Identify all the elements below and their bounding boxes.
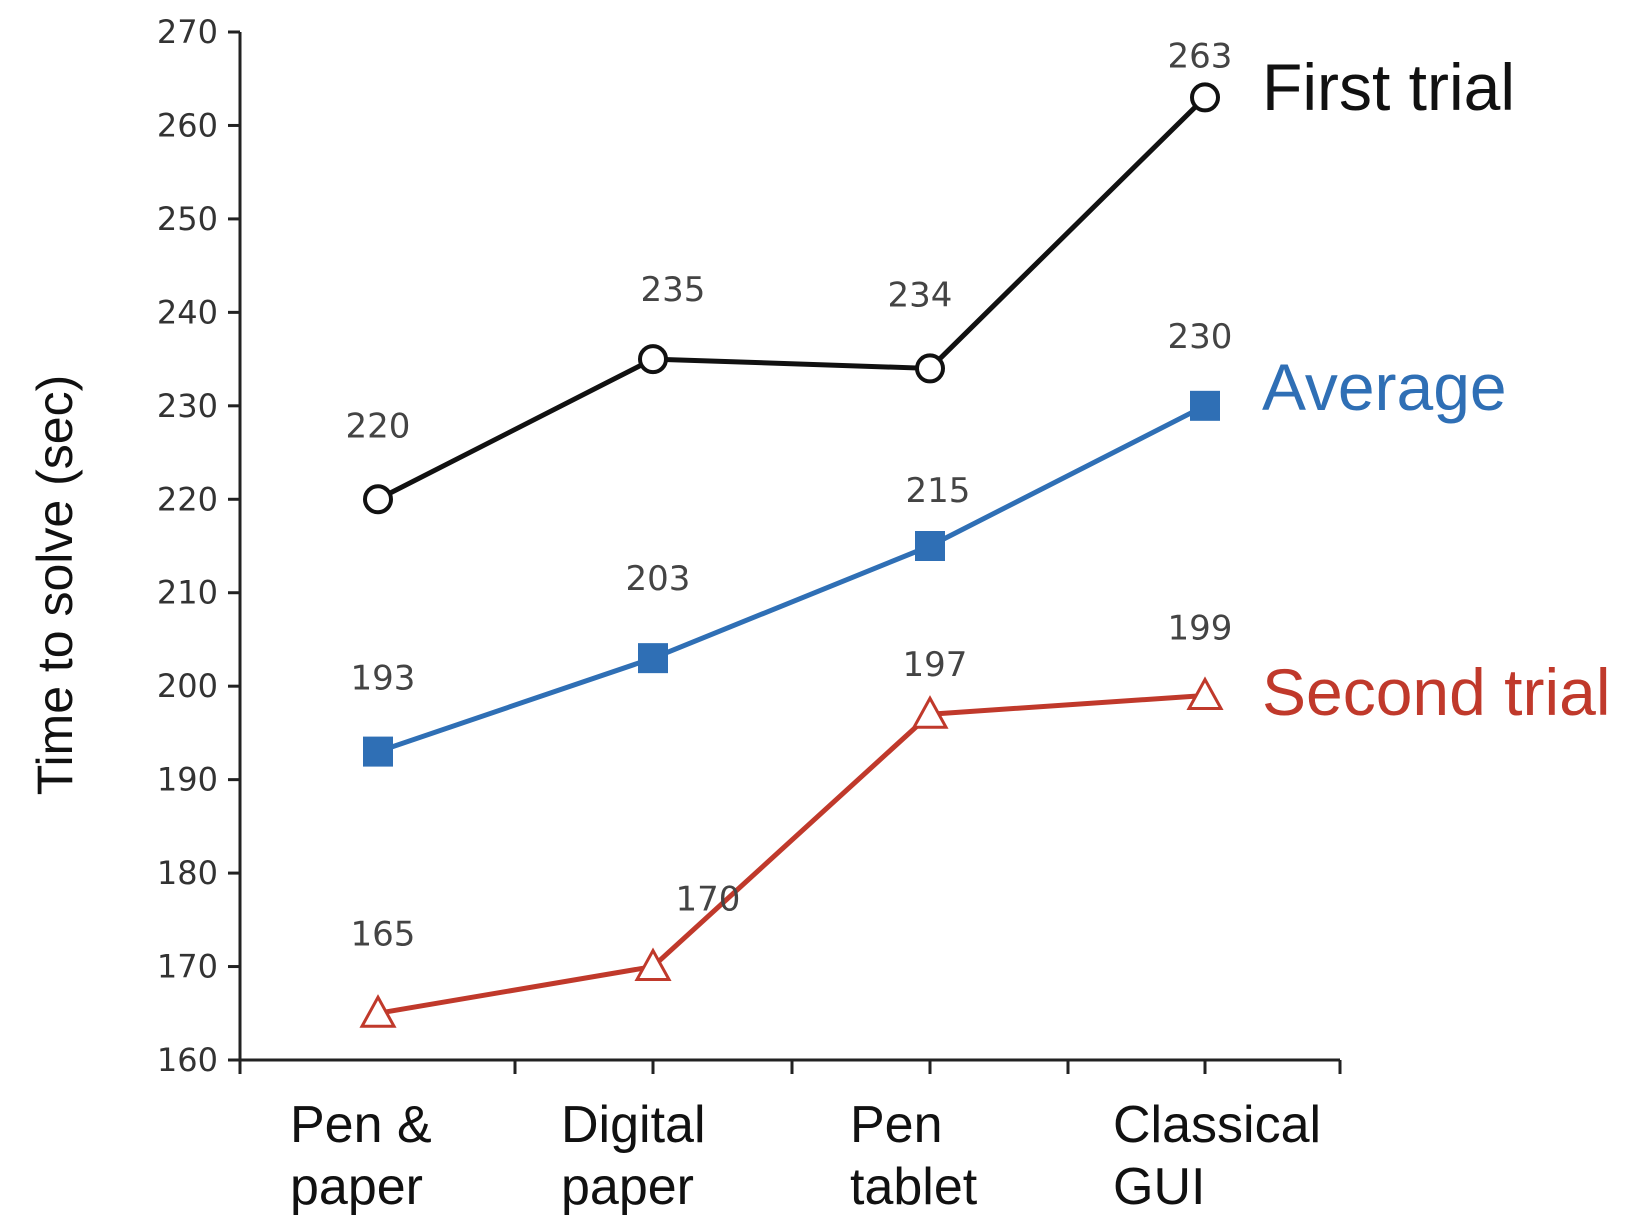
marker-point (911, 695, 949, 729)
marker-point (1190, 390, 1220, 421)
y-tick-label: 190 (157, 761, 218, 799)
x-category-label: Pen tablet (850, 1096, 978, 1216)
data-label: 235 (641, 270, 706, 310)
data-label: 220 (346, 406, 411, 446)
data-labels: 220 235 234 263 First trial 193 203 215 230 Avera… (346, 36, 1611, 954)
data-label: 203 (626, 559, 691, 599)
marker-point (915, 531, 945, 561)
x-category-label: Pen & paper (290, 1096, 432, 1216)
data-label: 165 (351, 914, 416, 954)
marker-point (363, 484, 393, 515)
y-tick-label: 220 (157, 480, 218, 518)
series-line-2 (377, 693, 1206, 1016)
y-tick-label: 160 (157, 1041, 218, 1079)
marker-point (1186, 676, 1224, 711)
data-label: 263 (1168, 36, 1233, 76)
data-label: 215 (906, 471, 971, 511)
data-label: 230 (1168, 317, 1233, 357)
x-category-label: Classical GUI (1113, 1096, 1321, 1216)
marker-point (638, 643, 668, 674)
series-line-1 (377, 403, 1207, 754)
series-line-0 (376, 95, 1207, 502)
y-tick-label: 230 (157, 387, 218, 425)
series-label: Second trial (1262, 655, 1611, 729)
series-markers (359, 82, 1224, 1028)
y-tick-label: 270 (157, 13, 218, 51)
y-axis-label: Time to solve (sec) (27, 375, 83, 795)
series-label: First trial (1262, 50, 1515, 124)
marker-point (359, 994, 397, 1028)
y-tick-label: 180 (157, 854, 218, 892)
series-label: Average (1262, 350, 1507, 424)
axes: 160 170 180 190 200 210 220 230 240 250 260 270 Pen … (157, 13, 1342, 1216)
data-label: 170 (676, 880, 741, 920)
marker-point (634, 947, 672, 982)
data-label: 234 (888, 275, 953, 315)
y-tick-label: 250 (157, 200, 218, 238)
y-tick-label: 210 (157, 574, 218, 612)
data-label: 193 (351, 659, 416, 699)
marker-point (915, 353, 945, 384)
y-tick-label: 260 (157, 106, 218, 144)
y-tick-label: 200 (157, 667, 218, 705)
x-category-label: Digital paper (561, 1096, 706, 1216)
data-label: 197 (903, 645, 968, 685)
marker-point (638, 344, 668, 375)
data-label: 199 (1168, 609, 1233, 649)
series-lines (376, 95, 1207, 1016)
marker-point (363, 736, 393, 767)
y-tick-label: 170 (157, 948, 218, 986)
marker-point (1190, 82, 1220, 113)
y-tick-label: 240 (157, 293, 218, 331)
